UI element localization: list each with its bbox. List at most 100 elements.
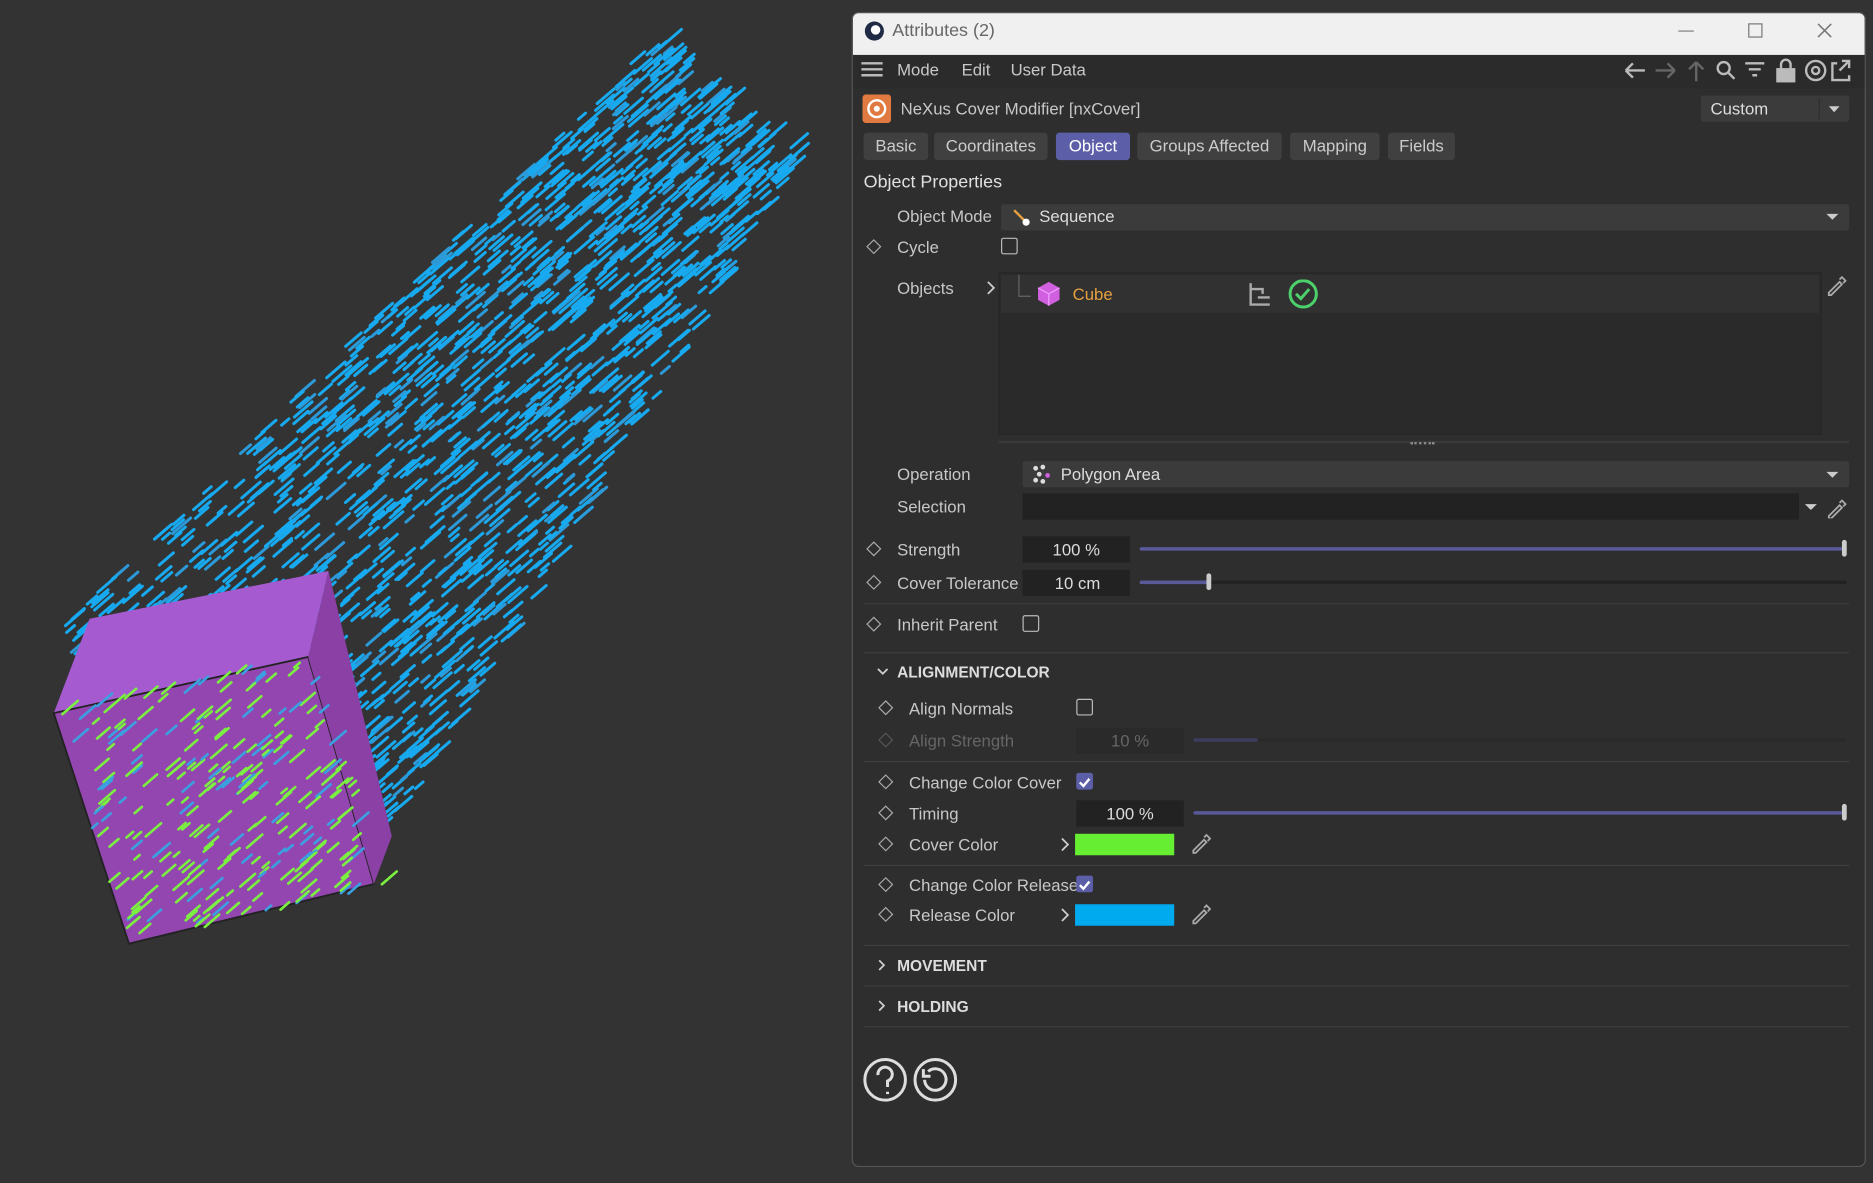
particle: [477, 635, 493, 649]
preset-value[interactable]: Custom: [1710, 99, 1769, 119]
particle: [705, 144, 722, 159]
slider-knob[interactable]: [1841, 539, 1847, 557]
value-field[interactable]: 100 %: [1022, 536, 1131, 563]
color-picker[interactable]: [1190, 903, 1212, 925]
checkbox[interactable]: [1001, 237, 1018, 255]
value-field[interactable]: 10 cm: [1022, 569, 1131, 597]
particle: [636, 408, 650, 420]
particle: [322, 441, 335, 453]
group-chevron[interactable]: [876, 958, 890, 972]
particle: [375, 740, 397, 759]
tab[interactable]: Coordinates: [934, 132, 1048, 161]
color-swatch[interactable]: [1075, 904, 1175, 926]
particle: [160, 571, 174, 583]
particle: [752, 183, 770, 199]
toolbar-icons[interactable]: [1622, 57, 1861, 83]
particle: [594, 93, 616, 112]
selection-tools[interactable]: [1803, 499, 1851, 519]
slider[interactable]: [1193, 803, 1847, 821]
list-row[interactable]: [1001, 274, 1820, 313]
color-swatch[interactable]: [1075, 833, 1175, 856]
particle: [767, 161, 779, 172]
slider[interactable]: [1139, 539, 1847, 557]
particle: [577, 362, 593, 376]
slider[interactable]: [1139, 573, 1847, 591]
particle: [575, 191, 596, 210]
list-item[interactable]: Cube: [1072, 284, 1113, 304]
tab[interactable]: Fields: [1388, 132, 1455, 161]
particle: [744, 210, 759, 223]
list-row-icons[interactable]: [1247, 279, 1331, 311]
label: Inherit Parent: [897, 615, 998, 635]
tab[interactable]: Mapping: [1290, 132, 1380, 161]
hamburger[interactable]: [861, 61, 883, 78]
particle: [463, 331, 483, 349]
particle: [165, 724, 178, 736]
particle: [671, 197, 694, 217]
particle: [374, 410, 390, 424]
expand-arrow[interactable]: [984, 280, 998, 297]
particle: [484, 234, 496, 246]
particle: [669, 95, 684, 109]
particle: [274, 717, 285, 727]
menu-item[interactable]: Mode: [897, 59, 939, 79]
slider-knob[interactable]: [1841, 803, 1847, 821]
group-title[interactable]: MOVEMENT: [897, 956, 987, 975]
menu-item[interactable]: Edit: [961, 59, 991, 79]
particle: [212, 585, 225, 597]
dropdown-value[interactable]: Sequence: [1039, 206, 1115, 226]
particle: [662, 123, 673, 133]
particle: [679, 87, 702, 107]
slider-knob[interactable]: [1206, 573, 1212, 591]
group-title[interactable]: ALIGNMENT/COLOR: [897, 662, 1050, 681]
viewport-bg: [0, 0, 843, 1183]
particle: [395, 353, 408, 365]
group-chevron[interactable]: [876, 999, 890, 1013]
particle: [382, 559, 404, 579]
particle: [671, 119, 689, 135]
particle: [415, 422, 427, 432]
menu-item[interactable]: User Data: [1010, 59, 1086, 79]
dropdown-arrow[interactable]: [1825, 468, 1842, 482]
particle: [461, 607, 482, 625]
checkbox[interactable]: [1076, 698, 1093, 716]
group-title[interactable]: HOLDING: [897, 997, 969, 1016]
particle: [203, 782, 216, 793]
dropdown-arrow[interactable]: [1825, 210, 1842, 224]
particle: [203, 835, 220, 850]
particle: [542, 385, 562, 403]
particle: [566, 282, 586, 300]
dropdown-value[interactable]: Polygon Area: [1060, 464, 1161, 484]
particle: [447, 680, 461, 692]
particle: [273, 477, 295, 497]
checkbox[interactable]: [1022, 615, 1040, 632]
expand-arrow[interactable]: [1058, 907, 1072, 924]
color-picker[interactable]: [1190, 833, 1212, 855]
preset-dropdown[interactable]: [1700, 95, 1850, 122]
window-controls[interactable]: [1672, 19, 1839, 43]
tab[interactable]: Object: [1055, 132, 1131, 161]
resize-grip[interactable]: [1410, 441, 1435, 447]
checkbox[interactable]: [1076, 772, 1093, 790]
particle: [276, 812, 290, 825]
tab[interactable]: Basic: [863, 132, 929, 161]
group-chevron[interactable]: [876, 665, 890, 679]
particle: [302, 522, 321, 539]
particle: [428, 337, 439, 348]
checkbox[interactable]: [1076, 875, 1093, 893]
text-field[interactable]: [1022, 493, 1799, 520]
particle: [711, 138, 725, 151]
particle: [636, 238, 659, 258]
particle: [189, 824, 204, 838]
particle: [530, 391, 542, 401]
value-field[interactable]: 100 %: [1076, 800, 1184, 827]
dropdown[interactable]: [1022, 461, 1850, 488]
particle: [547, 505, 568, 524]
help-reset-buttons[interactable]: [862, 1057, 962, 1105]
expand-arrow[interactable]: [1058, 836, 1072, 853]
dropdown-arrow[interactable]: [1818, 96, 1849, 122]
dropdown[interactable]: [1001, 204, 1850, 231]
tab[interactable]: Groups Affected: [1137, 132, 1282, 161]
picker[interactable]: [1825, 275, 1847, 297]
particle: [728, 200, 750, 219]
